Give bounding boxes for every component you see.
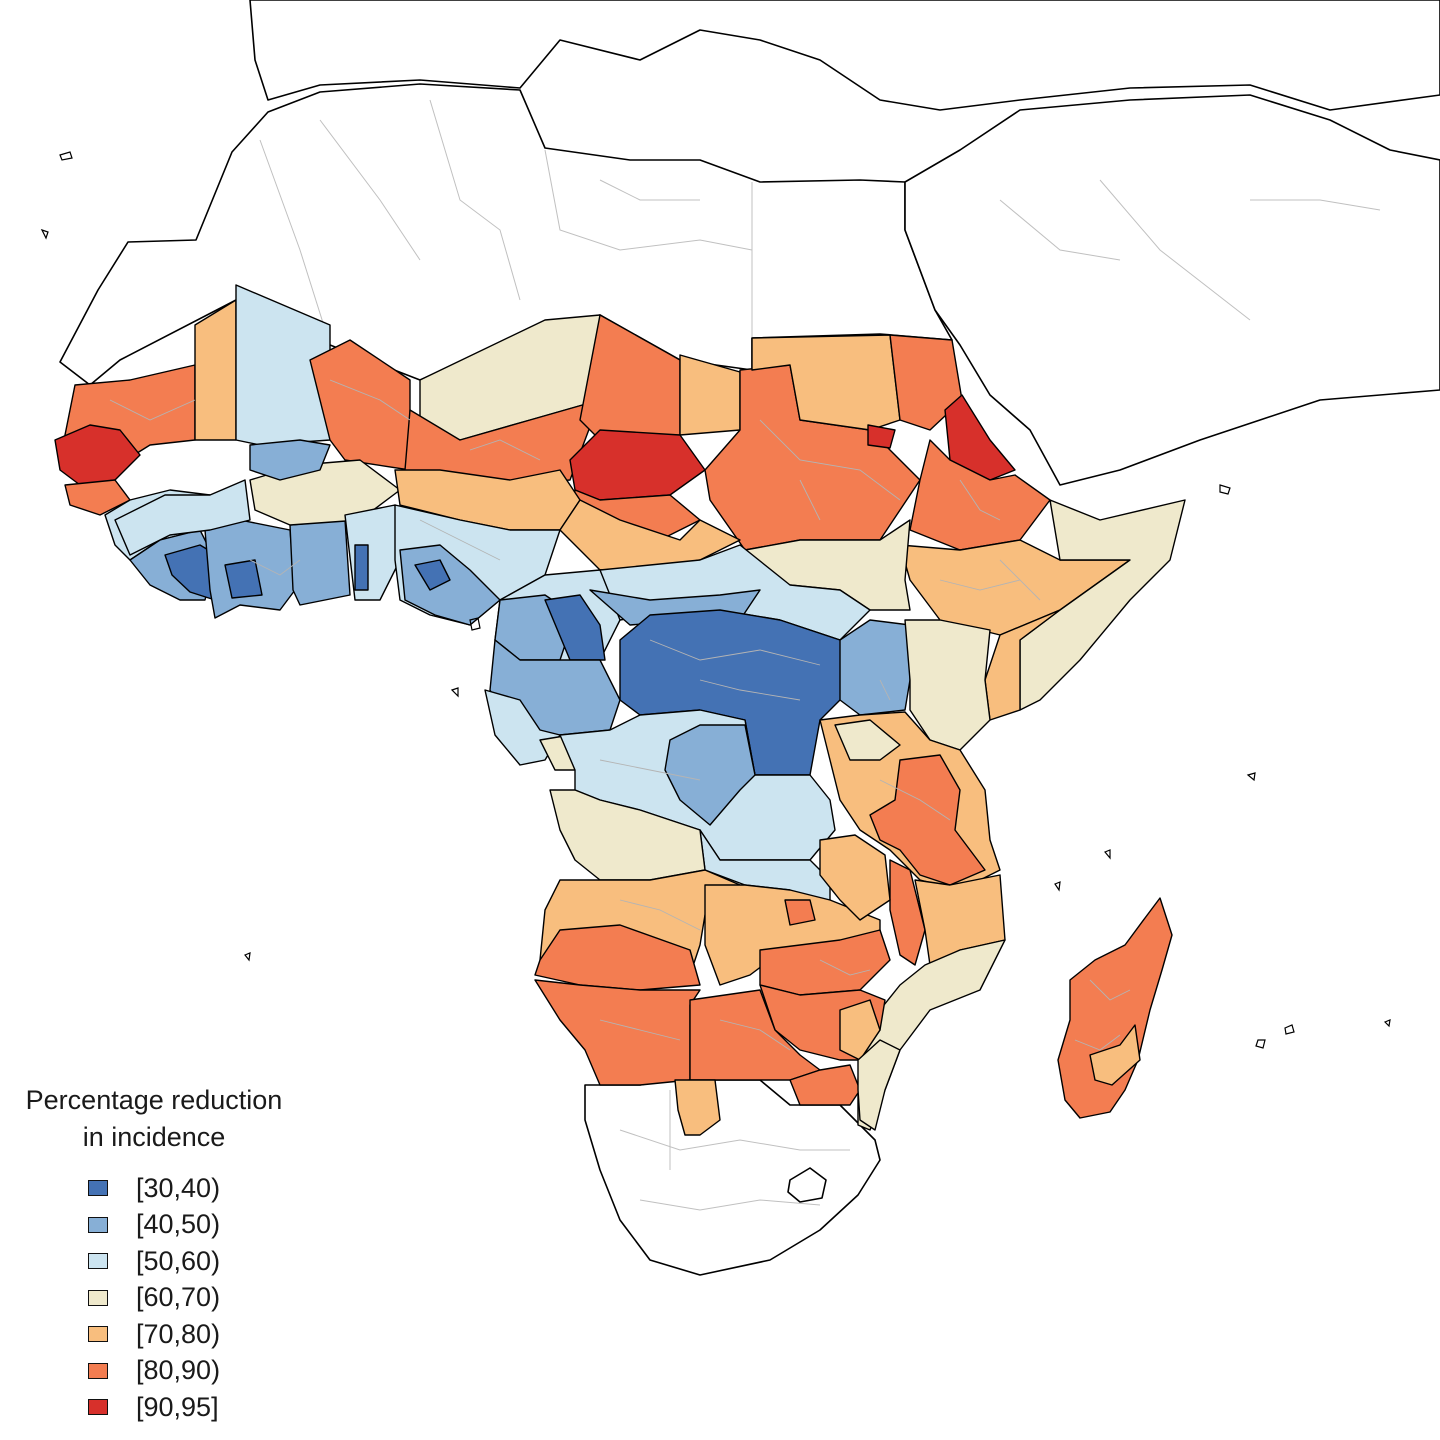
region-ghana <box>289 519 351 606</box>
region-senegal-gambia <box>54 424 141 486</box>
legend-swatch <box>88 1399 108 1416</box>
islands <box>40 151 1391 1049</box>
lesotho-outline <box>787 1167 827 1203</box>
legend-title-line1: Percentage reduction <box>25 1085 283 1115</box>
no-data-subregion-borders <box>259 99 1381 1211</box>
legend-title-line2: in incidence <box>82 1122 226 1152</box>
europe-outline <box>249 0 1440 111</box>
region-guinea-bissau <box>64 479 131 516</box>
region-angola-south <box>534 924 701 991</box>
region-madagascar-light <box>1089 1024 1141 1086</box>
legend-swatch <box>88 1326 108 1343</box>
region-east-light <box>904 619 991 751</box>
legend-label: [90,95] <box>136 1391 219 1422</box>
choropleth-regions <box>54 284 1186 1136</box>
southern-africa-outline <box>584 1079 881 1276</box>
legend-swatch <box>88 1289 108 1306</box>
region-botswana-light <box>674 1079 721 1136</box>
region-zambia-red-2 <box>784 899 816 926</box>
region-ethiopia-north <box>909 439 1051 551</box>
region-malawi-light <box>819 834 891 921</box>
region-drc-blue <box>664 724 756 826</box>
legend-item: [90,95] <box>88 1389 304 1426</box>
region-uganda-rwanda <box>839 619 911 716</box>
legend-label: [50,60) <box>136 1245 221 1276</box>
legend-item: [80,90) <box>88 1353 304 1390</box>
region-sudan-red <box>867 424 896 449</box>
subregion-borders <box>109 379 1131 1051</box>
region-mauritania-south <box>194 299 237 441</box>
legend-label: [80,90) <box>136 1355 221 1386</box>
region-tanzania-red <box>869 754 986 886</box>
legend-item: [30,40) <box>88 1170 304 1207</box>
legend-item: [60,70) <box>88 1280 304 1317</box>
legend-title: Percentage reduction in incidence <box>4 1082 304 1156</box>
legend-item: [50,60) <box>88 1243 304 1280</box>
legend-item: [40,50) <box>88 1207 304 1244</box>
region-madagascar <box>1057 897 1173 1119</box>
legend-items: [30,40) [40,50) [50,60) [60,70) [70,80) … <box>4 1170 304 1426</box>
region-west-coast-blue <box>114 479 251 556</box>
legend: Percentage reduction in incidence [30,40… <box>4 1082 304 1426</box>
region-tanzania-light <box>834 719 901 761</box>
region-burkina-blue <box>249 439 331 481</box>
middle-east-outline <box>904 94 1440 486</box>
legend-label: [30,40) <box>136 1172 221 1203</box>
legend-label: [60,70) <box>136 1282 221 1313</box>
legend-item: [70,80) <box>88 1316 304 1353</box>
region-somalia <box>1019 499 1186 711</box>
region-chad-central <box>569 429 706 501</box>
legend-swatch <box>88 1253 108 1270</box>
region-togo-benin <box>344 504 401 601</box>
legend-label: [40,50) <box>136 1209 221 1240</box>
legend-label: [70,80) <box>136 1318 221 1349</box>
region-malawi <box>889 859 926 966</box>
region-zimbabwe-light <box>839 999 881 1061</box>
region-cote-divoire-dark <box>224 559 263 599</box>
legend-swatch <box>88 1216 108 1233</box>
legend-swatch <box>88 1180 108 1197</box>
region-southeast-light <box>857 1039 901 1131</box>
legend-swatch <box>88 1362 108 1379</box>
region-namibia <box>534 979 701 1086</box>
region-togo-dark <box>354 544 369 591</box>
region-cameroon-dark <box>544 594 606 661</box>
region-nigeria-dark <box>414 559 451 591</box>
